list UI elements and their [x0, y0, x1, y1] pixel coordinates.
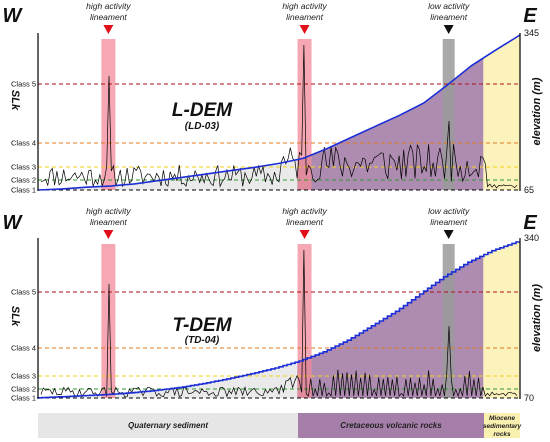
elevation-line	[37, 241, 520, 399]
elevation-tick-bottom: 70	[524, 393, 534, 403]
lineament-label-high-1-line2: lineament	[90, 217, 127, 227]
class-label-4: Class 4	[11, 139, 36, 148]
lineament-marker-high-2	[299, 230, 310, 239]
class-label-3: Class 3	[11, 372, 36, 381]
elevation-fill-cretaceous	[297, 58, 484, 191]
lineament-label-high-2-line1: high activity	[282, 1, 327, 11]
lineament-label-high-1-line2: lineament	[90, 12, 127, 22]
elevation-fill-miocene	[483, 242, 520, 398]
geology-miocene-label-3: rocks	[493, 431, 511, 438]
class-label-2: Class 2	[11, 385, 36, 394]
geology-quaternary	[38, 413, 298, 438]
class-label-1: Class 1	[11, 394, 36, 403]
lineament-label-high-2-line2: lineament	[286, 217, 323, 227]
lineament-marker-high-1	[103, 25, 114, 34]
lineament-label-high-1-line1: high activity	[86, 1, 131, 11]
lineament-marker-high-2	[299, 25, 310, 34]
geology-quaternary-label: Quaternary sediment	[128, 421, 208, 430]
chart-title: L-DEM	[172, 100, 233, 121]
lineament-label-high-2-line2: lineament	[286, 12, 323, 22]
class-label-1: Class 1	[11, 186, 36, 195]
slk-axis-label: SLk	[9, 90, 21, 111]
lineament-band-low-3	[442, 244, 455, 398]
elevation-fill-miocene	[483, 35, 520, 190]
elevation-axis-label: elevation (m)	[531, 284, 543, 352]
lineament-label-high-2-line1: high activity	[282, 206, 327, 216]
lineament-band-high-2	[297, 39, 312, 190]
direction-east: E	[523, 5, 537, 27]
lineament-label-low-3-line2: lineament	[430, 217, 467, 227]
geology-miocene	[484, 413, 520, 438]
geology-miocene-label-2: sedimentary	[483, 423, 522, 430]
class-label-5: Class 5	[11, 288, 36, 297]
lineament-label-high-1-line1: high activity	[86, 206, 131, 216]
elevation-fill-quaternary	[38, 159, 298, 190]
lineament-marker-low-3	[443, 25, 454, 34]
geology-bar: Quaternary sediment Cretaceous volcanic …	[38, 413, 522, 438]
lineament-label-low-3-line1: low activity	[428, 206, 470, 216]
slk-line	[40, 44, 518, 189]
direction-west: W	[3, 212, 24, 234]
lineament-band-high-2	[297, 244, 312, 398]
class-label-5: Class 5	[11, 80, 36, 89]
class-label-3: Class 3	[11, 163, 36, 172]
lineament-label-low-3-line1: low activity	[428, 1, 470, 11]
class-label-4: Class 4	[11, 344, 36, 353]
elevation-tick-bottom: 65	[524, 185, 534, 195]
lineament-marker-high-1	[103, 230, 114, 239]
chart-subtitle: (LD-03)	[185, 121, 220, 132]
direction-east: E	[523, 212, 537, 234]
chart-title: T-DEM	[172, 315, 232, 336]
elevation-fill-cretaceous	[297, 256, 484, 398]
lineament-label-low-3-line2: lineament	[430, 12, 467, 22]
geology-cretaceous	[298, 413, 484, 438]
class-label-2: Class 2	[11, 176, 36, 185]
geology-cretaceous-label: Cretaceous volcanic rocks	[340, 421, 442, 430]
elevation-line	[37, 34, 521, 191]
lineament-marker-low-3	[443, 230, 454, 239]
geology-miocene-label-1: Miocene	[489, 415, 515, 422]
elevation-tick-top: 340	[524, 233, 539, 243]
elevation-fill-quaternary	[38, 362, 298, 398]
lineament-band-low-3	[442, 39, 455, 190]
chart-subtitle: (TD-04)	[185, 335, 220, 346]
direction-west: W	[3, 5, 24, 27]
elevation-axis-label: elevation (m)	[531, 77, 543, 145]
elevation-tick-top: 345	[524, 28, 539, 38]
slk-axis-label: SLk	[9, 306, 21, 327]
